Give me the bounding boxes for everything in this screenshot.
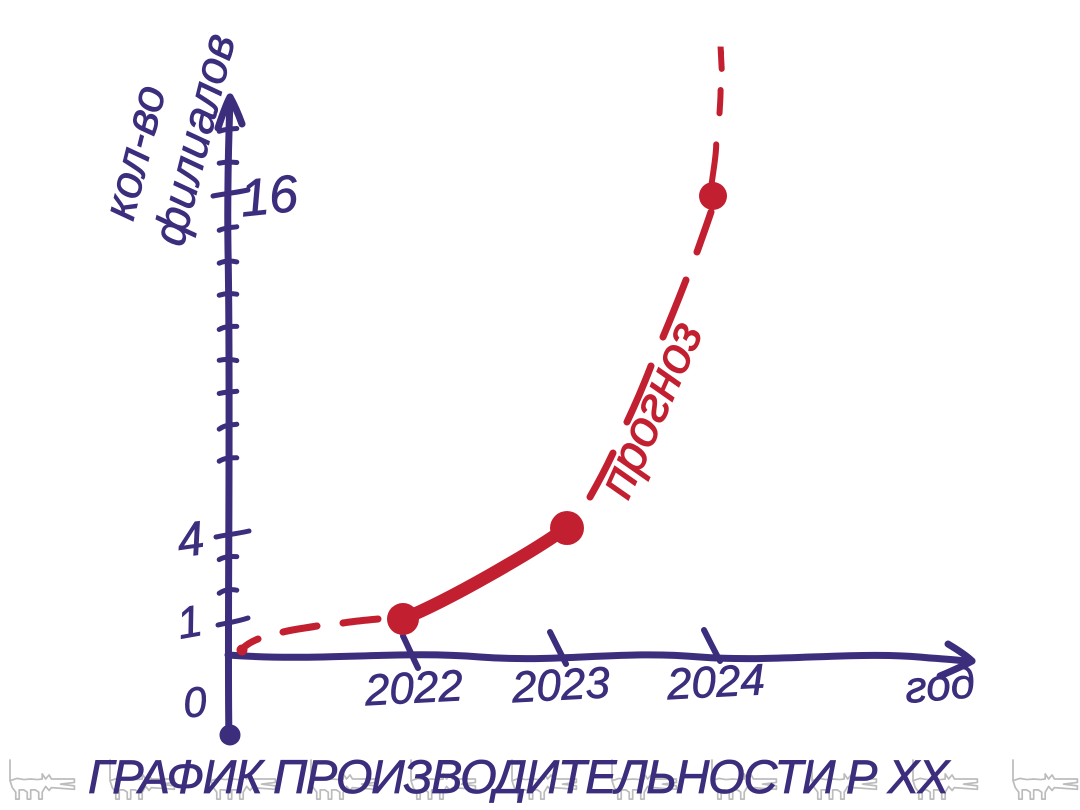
svg-text:год: год <box>903 658 977 713</box>
svg-text:2022: 2022 <box>363 661 464 715</box>
svg-text:2023: 2023 <box>510 658 612 712</box>
svg-text:16: 16 <box>237 165 301 229</box>
svg-text:2024: 2024 <box>665 655 766 709</box>
svg-text:ГРАФИК ПРОИЗВОДИТЕЛЬНОСТИ Р ХХ: ГРАФИК ПРОИЗВОДИТЕЛЬНОСТИ Р ХХ <box>88 750 951 803</box>
